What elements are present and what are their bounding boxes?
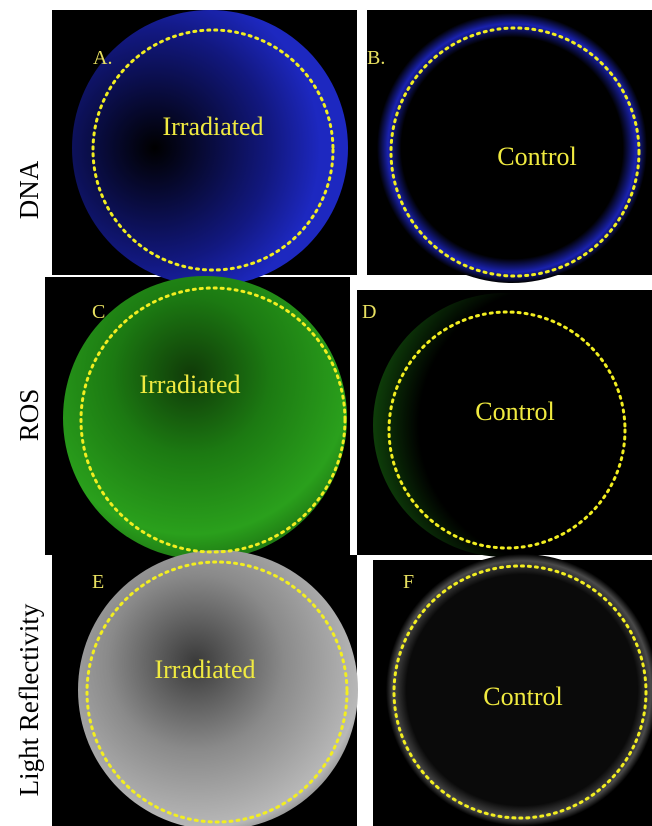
condition-label: Irradiated xyxy=(139,370,240,399)
condition-label: Irradiated xyxy=(154,655,255,684)
panel-letter: C xyxy=(92,301,105,323)
figure: DNA ROS Light Reflectivity A. B. C D E F… xyxy=(0,0,652,826)
specimen xyxy=(78,550,358,826)
panel-letter: E xyxy=(92,571,104,593)
panel-letter: A. xyxy=(93,47,112,69)
panel-letter: D xyxy=(362,301,376,323)
specimen xyxy=(72,10,348,286)
row-label: ROS xyxy=(14,389,44,442)
row-label: Light Reflectivity xyxy=(14,603,44,796)
condition-label: Irradiated xyxy=(162,112,263,141)
condition-label: Control xyxy=(475,397,554,426)
panel-letter: F xyxy=(403,571,414,593)
condition-label: Control xyxy=(497,142,576,171)
panel-letter: B. xyxy=(367,47,385,69)
specimen xyxy=(63,276,347,560)
row-label: DNA xyxy=(14,160,44,219)
condition-label: Control xyxy=(483,682,562,711)
